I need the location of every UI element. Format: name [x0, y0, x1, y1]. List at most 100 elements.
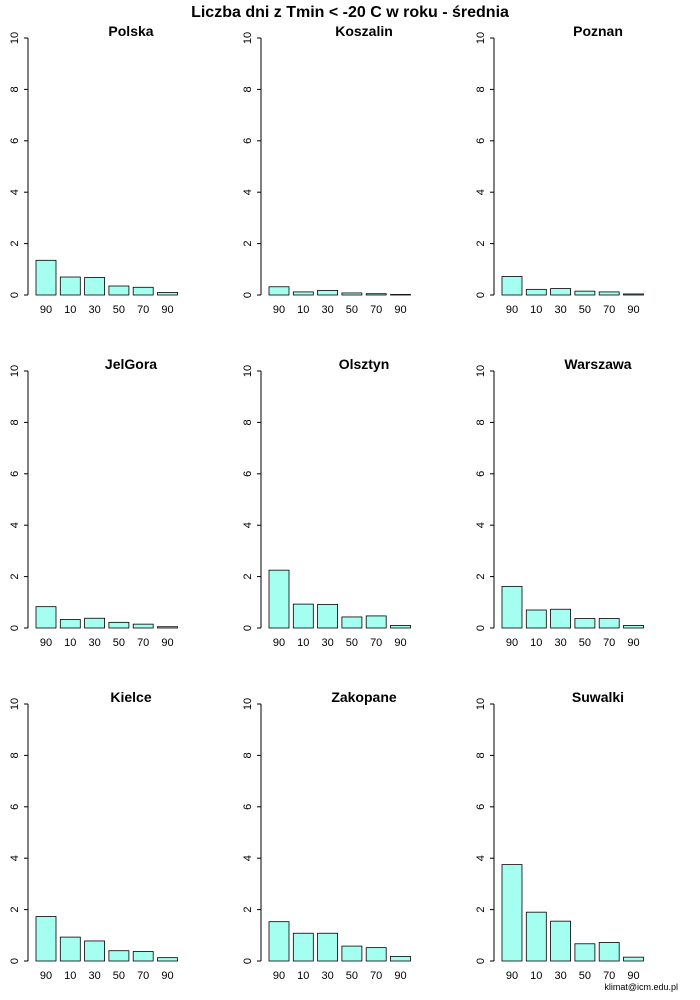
x-tick-label: 30: [554, 970, 566, 982]
y-tick-label: 0: [475, 958, 487, 964]
x-tick-label: 30: [88, 637, 100, 649]
x-tick-label: 50: [346, 637, 358, 649]
x-tick-label: 90: [40, 637, 52, 649]
y-tick-label: 0: [242, 292, 254, 298]
x-tick-label: 10: [530, 970, 542, 982]
bar: [35, 259, 57, 296]
panel-title: Koszalin: [335, 23, 393, 39]
x-tick-label: 90: [394, 304, 406, 316]
bar: [598, 291, 620, 296]
x-tick-label: 10: [530, 637, 542, 649]
x-tick-label: 70: [370, 304, 382, 316]
y-tick-label: 2: [242, 241, 254, 247]
y-tick-label: 8: [242, 86, 254, 92]
bar: [501, 585, 523, 629]
panel-title: Suwalki: [572, 689, 624, 705]
bar: [157, 292, 178, 296]
x-tick-label: 10: [64, 970, 76, 982]
x-tick-label: 10: [297, 304, 309, 316]
y-tick-label: 0: [242, 958, 254, 964]
x-tick-label: 70: [370, 637, 382, 649]
bar: [84, 940, 105, 962]
y-tick-label: 6: [242, 804, 254, 810]
bar: [292, 603, 314, 629]
x-tick-label: 30: [321, 637, 333, 649]
bar: [501, 864, 523, 962]
panel-koszalin: Koszalin 0 2 4 6 8 10 90 10 30 50 70 90: [242, 23, 411, 316]
y-tick-label: 10: [9, 698, 21, 710]
bar: [317, 932, 339, 962]
y-tick-label: 10: [9, 365, 21, 377]
y-tick-label: 10: [475, 698, 487, 710]
x-tick-label: 50: [579, 970, 591, 982]
bar: [108, 285, 130, 296]
x-tick-label: 50: [113, 304, 125, 316]
bar: [132, 286, 154, 296]
bar: [623, 293, 644, 296]
x-tick-label: 90: [506, 637, 518, 649]
bar: [574, 618, 596, 629]
x-tick-label: 10: [530, 304, 542, 316]
bar: [35, 606, 57, 629]
bar: [365, 293, 387, 296]
bar: [623, 625, 644, 629]
y-tick-label: 2: [9, 907, 21, 913]
bar: [157, 957, 178, 962]
y-tick-label: 4: [9, 522, 21, 528]
y-tick-label: 4: [242, 855, 254, 861]
y-tick-label: 0: [9, 958, 21, 964]
x-tick-label: 30: [88, 970, 100, 982]
y-tick-label: 6: [475, 804, 487, 810]
panel-polska: Polska 0 2 4 6 8 10 90 10 30 50 70 90: [9, 23, 178, 316]
bar: [574, 290, 596, 296]
x-tick-label: 30: [321, 304, 333, 316]
bar: [390, 625, 411, 629]
y-tick-label: 6: [242, 471, 254, 477]
panel-warszawa: Warszawa 0 2 4 6 8 10 90 10 30 50 70 90: [475, 356, 644, 649]
y-tick-label: 6: [242, 138, 254, 144]
bar: [268, 286, 290, 296]
y-tick-label: 4: [475, 189, 487, 195]
bar: [525, 911, 547, 962]
y-tick-label: 2: [242, 907, 254, 913]
y-tick-label: 8: [242, 419, 254, 425]
bar: [268, 569, 290, 629]
x-tick-label: 10: [64, 637, 76, 649]
bar: [59, 936, 81, 962]
y-tick-label: 2: [475, 241, 487, 247]
x-tick-label: 90: [506, 304, 518, 316]
y-tick-label: 2: [242, 574, 254, 580]
x-tick-label: 30: [554, 637, 566, 649]
bar: [317, 289, 339, 296]
y-tick-label: 10: [242, 32, 254, 44]
y-tick-label: 0: [475, 625, 487, 631]
bar: [365, 615, 387, 629]
bar: [84, 277, 105, 296]
x-tick-label: 70: [603, 304, 615, 316]
panel-title: Poznan: [573, 23, 623, 39]
y-tick-label: 10: [475, 365, 487, 377]
bar: [341, 616, 363, 629]
x-tick-label: 50: [579, 637, 591, 649]
bar: [341, 945, 363, 962]
main-title: Liczba dni z Tmin < -20 C w roku - średn…: [191, 4, 509, 21]
y-tick-label: 8: [9, 752, 21, 758]
x-tick-label: 90: [627, 304, 639, 316]
x-tick-label: 90: [627, 637, 639, 649]
x-tick-label: 90: [506, 970, 518, 982]
y-tick-label: 10: [475, 32, 487, 44]
bar: [157, 626, 178, 629]
bar: [35, 916, 57, 962]
y-tick-label: 0: [9, 292, 21, 298]
x-tick-label: 90: [273, 304, 285, 316]
y-tick-label: 10: [9, 32, 21, 44]
bar: [501, 276, 523, 296]
bar: [292, 291, 314, 296]
y-tick-label: 0: [9, 625, 21, 631]
y-tick-label: 6: [475, 138, 487, 144]
panel-suwalki: Suwalki 0 2 4 6 8 10 90 10 30 50 70 90: [475, 689, 644, 982]
y-tick-label: 10: [242, 365, 254, 377]
x-tick-label: 90: [161, 970, 173, 982]
x-tick-label: 90: [273, 970, 285, 982]
